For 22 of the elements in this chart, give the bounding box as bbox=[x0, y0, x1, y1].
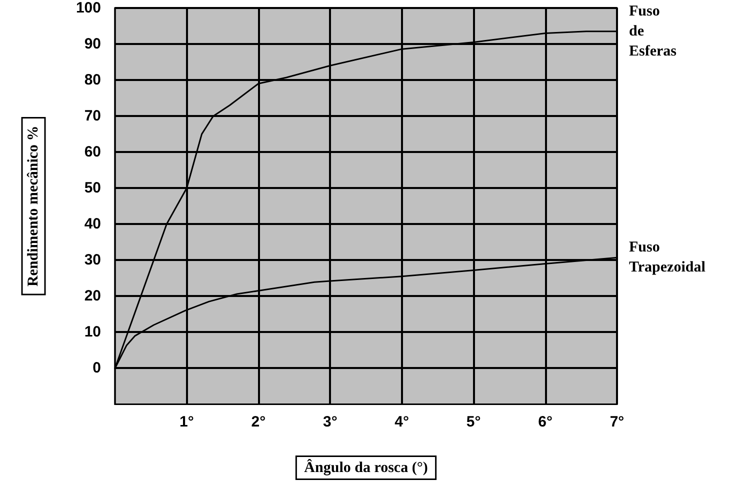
x-tick-label: 1° bbox=[180, 413, 194, 430]
x-tick-label: 6° bbox=[538, 413, 552, 430]
x-axis-title: Ângulo da rosca (°) bbox=[304, 458, 428, 476]
series-label: Fuso Trapezoidal bbox=[629, 240, 706, 276]
y-tick-label: 40 bbox=[84, 216, 101, 233]
y-tick-label: 90 bbox=[84, 36, 101, 53]
y-tick-label: 100 bbox=[76, 0, 101, 16]
y-tick-label: 50 bbox=[84, 180, 101, 197]
y-tick-label: 20 bbox=[84, 288, 101, 305]
y-axis-title: Rendimento mecânico % bbox=[26, 126, 42, 287]
x-tick-label: 3° bbox=[322, 413, 338, 430]
series-label: Fuso de Esferas bbox=[629, 3, 677, 60]
y-tick-label: 10 bbox=[84, 324, 101, 341]
y-tick-label: 70 bbox=[84, 108, 101, 125]
x-tick-label: 2° bbox=[251, 413, 266, 430]
y-tick-label: 80 bbox=[84, 72, 101, 89]
x-tick-label: 4° bbox=[394, 413, 410, 430]
y-tick-label: 60 bbox=[84, 144, 101, 161]
x-tick-label: 7° bbox=[610, 413, 624, 430]
y-tick-label: 0 bbox=[92, 360, 101, 377]
y-tick-label: 30 bbox=[84, 252, 101, 269]
x-tick-label: 5° bbox=[466, 413, 481, 430]
